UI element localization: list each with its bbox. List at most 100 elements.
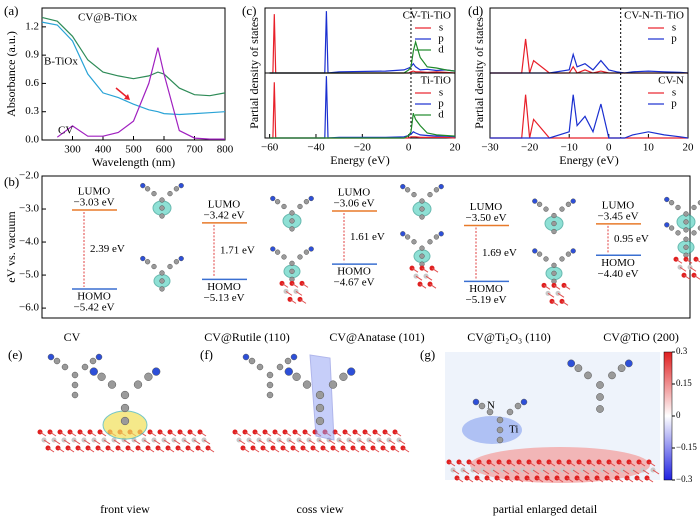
- atom: [478, 402, 486, 410]
- atom: [427, 239, 433, 245]
- slab-bond: [103, 439, 111, 445]
- slab-bond: [456, 477, 464, 483]
- atom: [248, 357, 256, 365]
- slab-bond: [679, 266, 687, 272]
- slab-bond: [348, 439, 356, 445]
- atom: [551, 262, 557, 268]
- slab-bond: [556, 477, 564, 483]
- colorbar-tick-label: 0.3: [676, 346, 688, 356]
- atom: [691, 204, 697, 211]
- y-tick-label: −2.0: [19, 170, 39, 182]
- atom: [624, 359, 633, 368]
- slab-bond: [642, 469, 650, 475]
- slab-bond: [616, 477, 624, 483]
- slab-bond: [689, 266, 697, 272]
- atom: [144, 186, 151, 192]
- series-line: [269, 112, 456, 139]
- atom: [266, 391, 274, 399]
- atom: [433, 234, 440, 240]
- slab-bond: [49, 431, 57, 437]
- slab-bond: [592, 469, 600, 475]
- atom: [532, 248, 538, 254]
- slab-bond: [606, 477, 614, 483]
- atom: [567, 359, 576, 368]
- arrow-head: [124, 94, 130, 100]
- x-tick-label: 10: [643, 142, 655, 154]
- slab-bond: [354, 431, 362, 437]
- y-tick-label: −3.0: [19, 203, 39, 215]
- slab-bond: [576, 477, 584, 483]
- slab-bond: [173, 439, 181, 445]
- level-name: LUMO: [470, 201, 502, 213]
- slab-bond: [636, 477, 644, 483]
- slab-bond: [107, 447, 115, 453]
- legend-label: s: [439, 22, 443, 34]
- atom: [159, 213, 165, 219]
- atom: [608, 371, 616, 380]
- level-name: HOMO: [207, 281, 241, 293]
- slab-bond: [508, 461, 516, 467]
- atom: [53, 357, 61, 365]
- slab-bond: [588, 461, 596, 467]
- atom: [404, 187, 411, 193]
- slab-bond: [352, 447, 360, 453]
- atom: [276, 363, 284, 371]
- panel-label: (a): [4, 3, 18, 18]
- gap-label: 1.69 eV: [482, 247, 517, 259]
- slab-bond: [113, 439, 121, 445]
- atom: [664, 196, 670, 203]
- slab-bond: [292, 447, 300, 453]
- slab-bond: [518, 461, 526, 467]
- atom: [178, 182, 184, 189]
- slab-bond: [374, 431, 382, 437]
- y-axis-label: Partial density of states: [247, 17, 261, 129]
- slab-bond: [304, 431, 312, 437]
- y-tick-label: 0.9: [25, 49, 39, 61]
- slab-bond: [299, 298, 307, 304]
- slab-bond: [234, 431, 242, 437]
- atom: [95, 353, 103, 361]
- series-line: [490, 94, 688, 139]
- slab-bond: [79, 431, 87, 437]
- atom: [303, 199, 310, 205]
- level-value: −3.50 eV: [465, 212, 506, 224]
- x-tick-label: 300: [64, 144, 81, 156]
- slab-bond: [372, 447, 380, 453]
- slab-bond: [358, 439, 366, 445]
- colorbar: [663, 351, 673, 481]
- atom: [266, 381, 274, 389]
- slab-bond: [274, 431, 282, 437]
- atom: [559, 206, 565, 212]
- atom: [683, 236, 689, 242]
- atom: [303, 249, 310, 255]
- slab-bond: [169, 431, 177, 437]
- subplot-title: CV-Ti-TiO: [403, 10, 451, 22]
- slab-bond: [388, 439, 396, 445]
- slab-bond: [612, 469, 620, 475]
- x-axis-label: Wavelength (nm): [92, 155, 175, 169]
- slab-bond: [415, 275, 423, 281]
- legend-label: s: [439, 87, 443, 99]
- slab-bond: [547, 292, 555, 298]
- panel-label: (g): [420, 347, 435, 362]
- y-tick-label: 1.2: [25, 20, 39, 32]
- red-zone: [470, 447, 650, 483]
- atom: [675, 230, 681, 236]
- slab-bond: [638, 461, 646, 467]
- slab-bond: [411, 267, 419, 273]
- slab-bond: [159, 431, 167, 437]
- gap-label: 1.61 eV: [350, 231, 385, 243]
- slab-bond: [334, 431, 342, 437]
- slab-bond: [328, 439, 336, 445]
- atom: [289, 260, 295, 267]
- series-line: [269, 14, 456, 74]
- atom: [281, 254, 287, 260]
- series-line: [41, 21, 226, 116]
- atom: [167, 190, 173, 197]
- slab-bond: [127, 447, 135, 453]
- atom: [570, 248, 576, 254]
- slab-bond: [123, 439, 131, 445]
- slab-bond: [332, 447, 340, 453]
- legend-label: s: [672, 22, 676, 34]
- slab-bond: [552, 469, 560, 475]
